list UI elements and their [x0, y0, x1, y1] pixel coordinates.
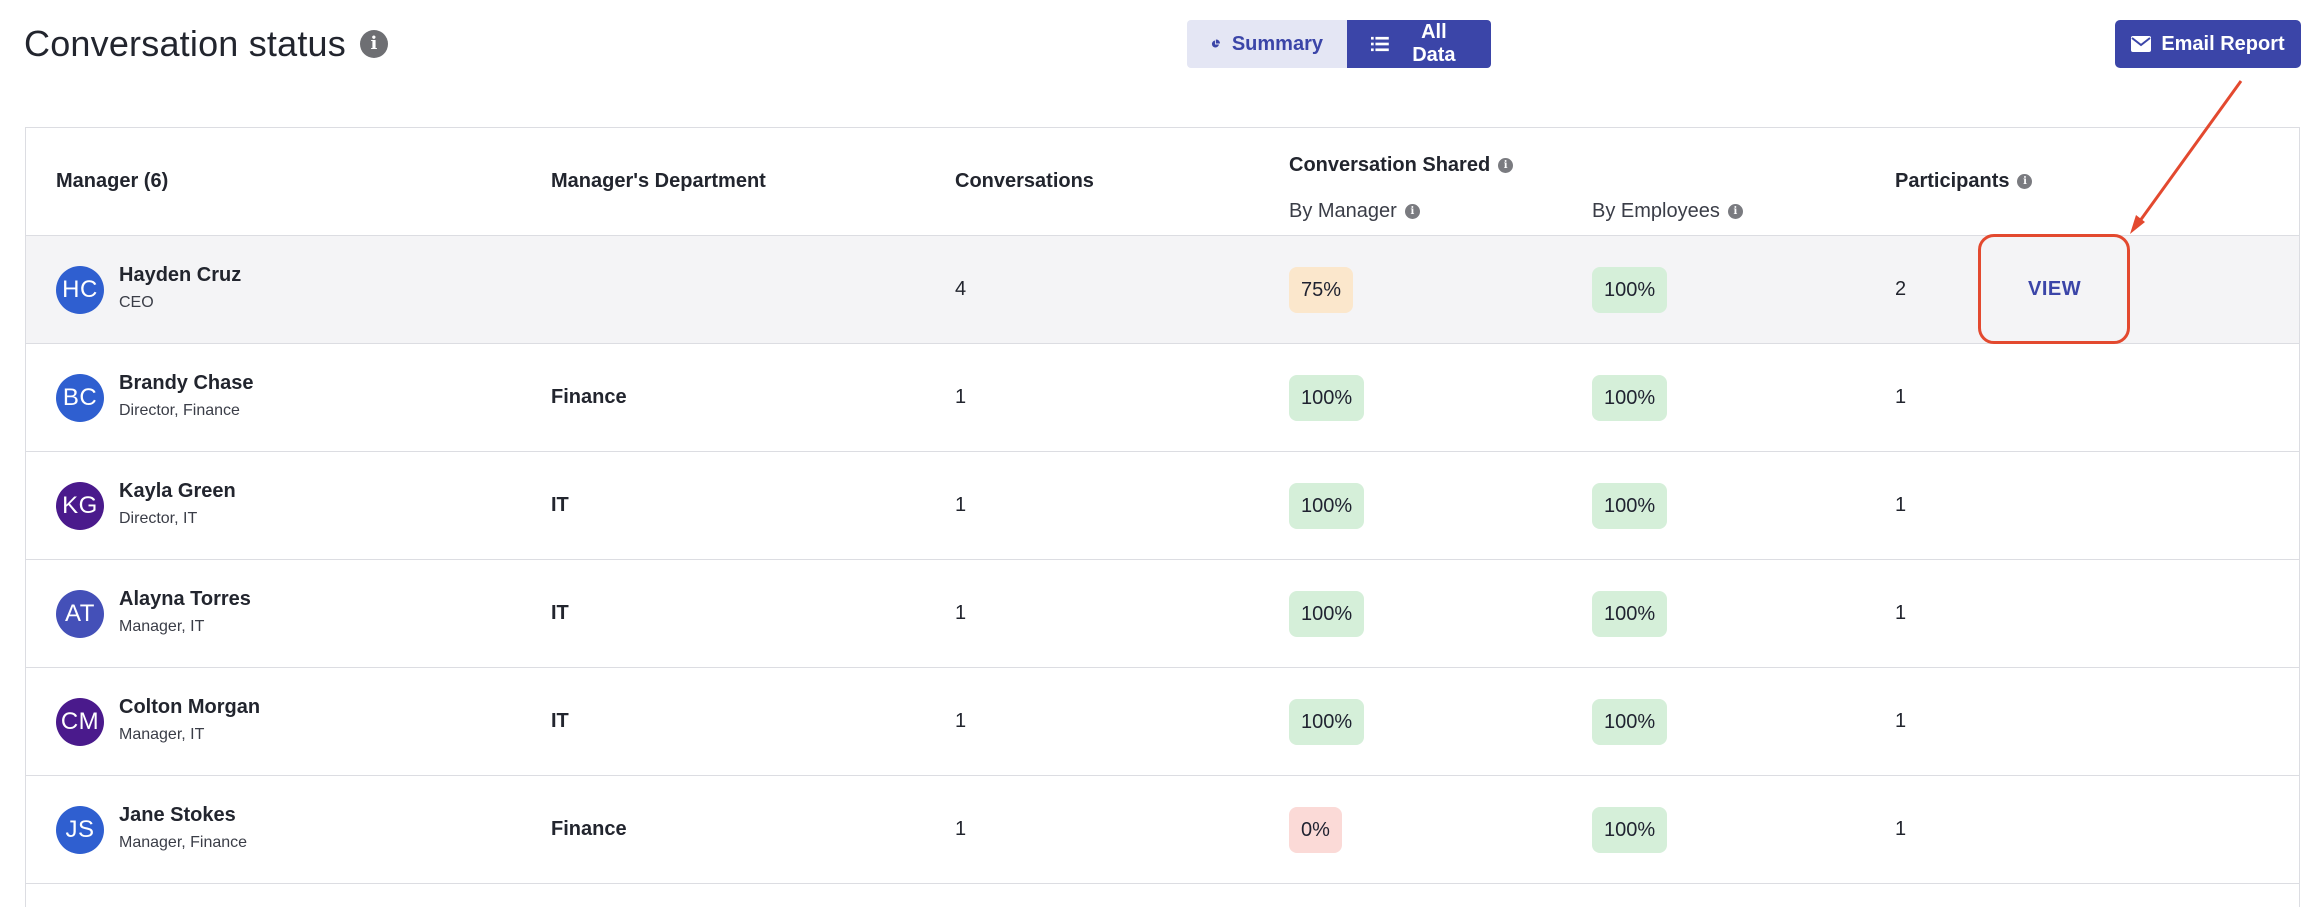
by-employees-badge: 100% [1592, 699, 1668, 745]
pie-chart-icon [1211, 39, 1220, 48]
by-employees-badge: 100% [1592, 375, 1668, 421]
by-manager-badge: 100% [1289, 483, 1365, 529]
info-icon[interactable]: i [2017, 174, 2033, 189]
info-icon[interactable]: i [1404, 204, 1420, 219]
col-manager-label: Manager (6) [56, 170, 169, 192]
table-header: Manager (6) Manager's Department Convers… [26, 128, 2299, 236]
by-manager-badge: 100% [1289, 591, 1365, 637]
manager-name[interactable]: Brandy Chase [119, 372, 254, 394]
col-shared-label: Conversation Shared [1289, 154, 1491, 176]
table-row[interactable]: AT Alayna Torres Manager, IT IT 1 100% 100% 1 [26, 560, 2299, 668]
email-report-button[interactable]: Email Report [2115, 20, 2301, 68]
participants-count: 1 [1895, 818, 1907, 840]
conversations-count: 4 [955, 278, 967, 300]
by-manager-badge: 0% [1289, 807, 1342, 853]
participants-count: 1 [1895, 710, 1907, 732]
manager-role: Director, IT [119, 510, 198, 527]
manager-department: IT [551, 602, 569, 624]
manager-role: Director, Finance [119, 402, 240, 419]
avatar: CM [56, 698, 104, 746]
manager-role: Manager, Finance [119, 834, 248, 851]
by-manager-badge: 100% [1289, 375, 1365, 421]
conversation-table: Manager (6) Manager's Department Convers… [25, 127, 2300, 907]
by-manager-badge: 100% [1289, 699, 1365, 745]
manager-department: IT [551, 494, 569, 516]
participants-count: 2 [1895, 278, 1907, 300]
col-by-manager-label: By Manager [1289, 200, 1397, 222]
by-manager-badge: 75% [1289, 267, 1354, 313]
col-by-employees[interactable]: By Employees i [1592, 200, 1743, 223]
envelope-icon [2131, 36, 2152, 52]
participants-count: 1 [1895, 386, 1907, 408]
conversations-count: 1 [955, 710, 967, 732]
col-participants-label: Participants [1895, 170, 2010, 192]
conversations-count: 1 [955, 818, 967, 840]
col-department-label: Manager's Department [551, 170, 766, 192]
participants-count: 1 [1895, 602, 1907, 624]
info-icon[interactable]: i [1727, 204, 1743, 219]
participants-count: 1 [1895, 494, 1907, 516]
manager-name[interactable]: Hayden Cruz [119, 264, 242, 286]
all-data-label: All Data [1412, 21, 1456, 66]
table-row[interactable]: BC Brandy Chase Director, Finance Finance 1 1… [26, 344, 2299, 452]
by-employees-badge: 100% [1592, 483, 1668, 529]
col-department[interactable]: Manager's Department [551, 170, 766, 193]
manager-department: IT [551, 710, 569, 732]
by-employees-badge: 100% [1592, 807, 1668, 853]
avatar: BC [56, 374, 104, 422]
manager-name[interactable]: Colton Morgan [119, 696, 261, 718]
col-participants[interactable]: Participants i [1895, 170, 2033, 193]
conversations-count: 1 [955, 494, 967, 516]
table-row[interactable]: HC Hayden Cruz CEO 4 75% 100% 2 VIEW [26, 236, 2299, 344]
page-header: Conversation status i [24, 18, 388, 70]
summary-label: Summary [1231, 32, 1323, 55]
page-title: Conversation status [24, 23, 346, 64]
col-conversations-label: Conversations [955, 170, 1094, 192]
summary-tab[interactable]: Summary [1187, 20, 1347, 68]
table-row[interactable]: KG Kayla Green Director, IT IT 1 100% 100% 1 [26, 452, 2299, 560]
view-toggle: Summary All Data [1187, 20, 1491, 68]
conversations-count: 1 [955, 602, 967, 624]
info-icon[interactable]: i [1498, 158, 1514, 173]
avatar: AT [56, 590, 104, 638]
table-row[interactable]: CM Colton Morgan Manager, IT IT 1 100% 100% 1 [26, 668, 2299, 776]
list-icon [1371, 36, 1389, 52]
conversations-count: 1 [955, 386, 967, 408]
col-by-manager[interactable]: By Manager i [1289, 200, 1420, 223]
manager-name[interactable]: Jane Stokes [119, 804, 236, 826]
by-employees-badge: 100% [1592, 591, 1668, 637]
all-data-tab[interactable]: All Data [1347, 20, 1491, 68]
manager-role: Manager, IT [119, 618, 205, 635]
manager-role: CEO [119, 294, 154, 311]
col-manager[interactable]: Manager (6) [56, 170, 168, 193]
avatar: HC [56, 266, 104, 314]
table-row[interactable]: JS Jane Stokes Manager, Finance Finance 1 0% 1… [26, 776, 2299, 884]
avatar: KG [56, 482, 104, 530]
manager-role: Manager, IT [119, 726, 205, 743]
avatar: JS [56, 806, 104, 854]
col-by-employees-label: By Employees [1592, 200, 1720, 222]
email-report-label: Email Report [2161, 32, 2285, 55]
manager-name[interactable]: Kayla Green [119, 480, 236, 502]
by-employees-badge: 100% [1592, 267, 1668, 313]
manager-department: Finance [551, 386, 627, 408]
col-conversations[interactable]: Conversations [955, 170, 1094, 193]
manager-name[interactable]: Alayna Torres [119, 588, 251, 610]
col-conversation-shared: Conversation Shared i [1289, 154, 1514, 177]
view-participants-link[interactable]: VIEW [2028, 278, 2082, 300]
manager-department: Finance [551, 818, 627, 840]
info-icon[interactable]: i [359, 30, 388, 58]
